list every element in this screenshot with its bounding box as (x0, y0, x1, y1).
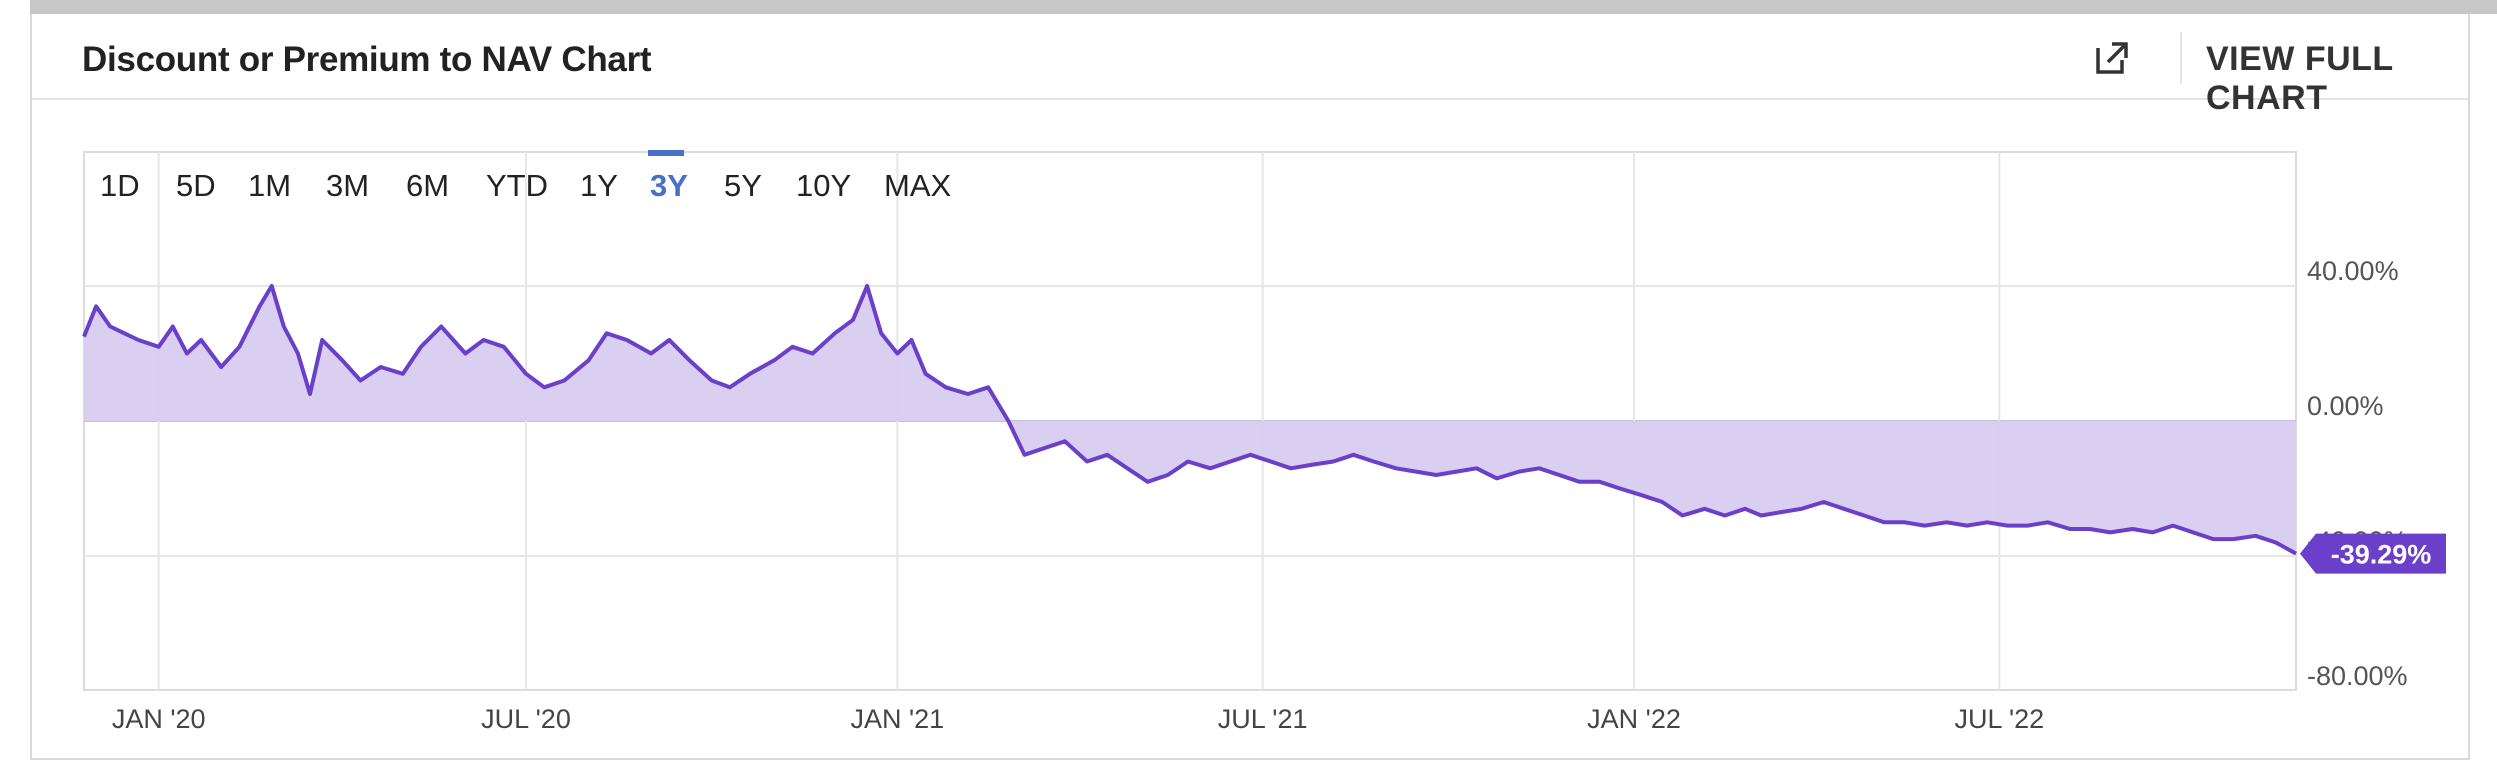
range-button-5y[interactable]: 5Y (724, 168, 762, 203)
last-value-label: -39.29% (2331, 540, 2432, 570)
card-title: Discount or Premium to NAV Chart (82, 40, 652, 79)
top-border-bar (30, 0, 2497, 14)
y-tick-label: 40.00% (2307, 256, 2399, 286)
range-button-6m[interactable]: 6M (406, 168, 450, 203)
range-button-10y[interactable]: 10Y (796, 168, 852, 203)
range-button-5d[interactable]: 5D (176, 168, 216, 203)
x-tick-label: JAN '20 (112, 704, 206, 734)
x-tick-label: JAN '21 (851, 704, 945, 734)
last-value-badge (2300, 533, 2446, 574)
range-button-1d[interactable]: 1D (100, 168, 140, 203)
view-full-chart-button[interactable]: VIEW FULL CHART (2206, 40, 2394, 117)
range-button-max[interactable]: MAX (884, 168, 952, 203)
range-button-3y[interactable]: 3Y (650, 168, 688, 203)
y-tick-label: 0.00% (2307, 391, 2384, 421)
external-link-icon[interactable] (2090, 38, 2130, 78)
card-header: Discount or Premium to NAV Chart VIEW FU… (32, 14, 2468, 117)
x-tick-label: JUL '20 (481, 704, 571, 734)
range-button-1y[interactable]: 1Y (580, 168, 618, 203)
range-button-ytd[interactable]: YTD (486, 168, 548, 203)
x-tick-label: JUL '22 (1954, 704, 2044, 734)
range-button-1m[interactable]: 1M (248, 168, 292, 203)
x-tick-label: JUL '21 (1218, 704, 1308, 734)
range-button-3m[interactable]: 3M (326, 168, 370, 203)
series-line (82, 284, 2297, 556)
x-tick-label: JAN '22 (1587, 704, 1681, 734)
y-tick-label: -80.00% (2307, 661, 2408, 691)
header-divider (2180, 32, 2182, 84)
active-range-indicator (648, 150, 684, 156)
series-area (84, 286, 2296, 554)
